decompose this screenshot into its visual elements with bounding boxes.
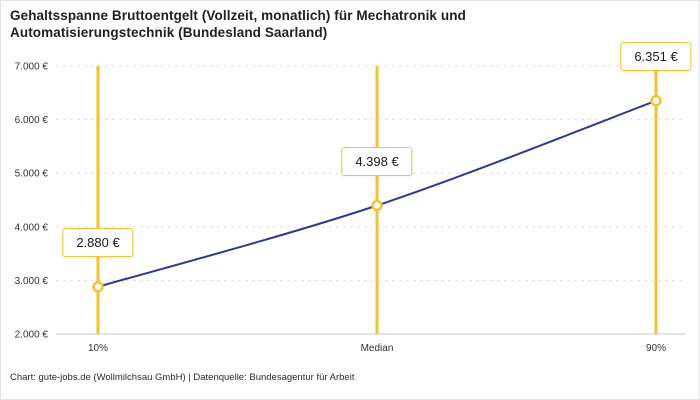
data-point-marker <box>371 199 383 212</box>
x-axis-tick-label: 90% <box>646 343 666 354</box>
y-axis-tick-label: 7.000 € <box>15 62 49 73</box>
x-axis-tick-label: Median <box>361 343 394 354</box>
y-axis-tick-label: 4.000 € <box>15 222 49 233</box>
x-axis-tick-label: 10% <box>88 343 108 354</box>
y-axis-tick-label: 3.000 € <box>15 276 49 287</box>
y-axis-tick-label: 2.000 € <box>15 330 49 341</box>
value-label: 4.398 € <box>341 146 413 176</box>
chart-title: Gehaltsspanne Bruttoentgelt (Vollzeit, m… <box>10 8 466 41</box>
chart-footer: Chart: gute-jobs.de (Wollmilchsau GmbH) … <box>10 372 355 383</box>
value-label: 6.351 € <box>620 41 692 71</box>
data-point-marker <box>650 95 662 107</box>
value-label: 2.880 € <box>62 227 134 257</box>
y-axis-tick-label: 5.000 € <box>15 169 49 180</box>
data-point-marker <box>92 281 104 293</box>
y-axis-tick-label: 6.000 € <box>15 115 49 126</box>
